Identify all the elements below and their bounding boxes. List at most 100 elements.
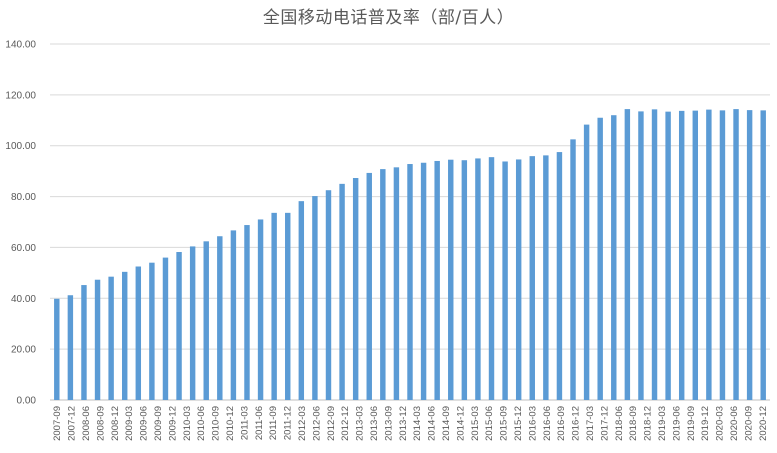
x-tick-label: 2016-12 [571,406,582,441]
x-tick-label: 2010-03 [182,406,193,441]
x-tick-label: 2018-06 [614,406,625,441]
x-tick-label: 2020-12 [758,406,769,441]
bar-2013-06 [352,178,359,400]
bar-2020-06 [733,109,739,401]
x-tick-label: 2011-03 [239,406,250,440]
chart-title: 全国移动电话普及率（部/百人） [262,8,515,28]
x-tick-label: 2017-03 [585,406,596,441]
x-tick-label: 2017-12 [599,406,610,441]
x-tick-label: 2015-09 [499,406,510,441]
x-tick-label: 2019-03 [657,406,668,441]
bar-2010-12 [217,236,223,400]
x-tick-label: 2012-06 [311,406,322,441]
x-tick-label: 2020-03 [715,406,726,441]
bar-2010-06 [189,246,196,400]
x-tick-label: 2018-12 [643,406,654,441]
y-tick-label: 60.00 [11,243,36,254]
x-tick-label: 2012-09 [326,406,337,441]
x-tick-label: 2014-09 [441,406,452,441]
x-tick-label: 2016-03 [527,406,538,441]
x-tick-label: 2008-09 [95,406,106,441]
bar-2017-03 [556,152,563,400]
bar-2011-06 [244,225,250,400]
bar-2019-09 [692,110,698,400]
bar-2012-09 [312,196,318,400]
x-tick-label: 2011-06 [254,406,265,440]
bar-2015-03 [448,159,454,400]
x-tick-label: 2016-06 [542,406,553,441]
bar-2014-09 [420,162,427,400]
bar-2019-06 [678,110,685,401]
bar-2014-03 [393,167,400,400]
x-tick-label: 2008-12 [110,406,121,441]
bar-2019-03 [665,111,671,400]
x-tick-label: 2015-12 [513,406,524,441]
y-tick-label: 20.00 [11,345,36,356]
bar-2018-03 [611,115,617,400]
bar-2010-09 [203,241,209,400]
bar-2018-12 [651,109,658,400]
x-tick-label: 2007-12 [67,406,78,441]
x-tick-label: 2009-06 [139,406,150,441]
bar-2016-06 [515,159,522,400]
x-tick-label: 2007-09 [52,406,63,441]
bar-2015-09 [475,158,481,400]
bar-2008-09 [94,279,101,400]
x-tick-label: 2014-06 [427,406,438,441]
bar-2016-09 [529,156,535,400]
bar-2019-12 [706,109,712,400]
y-tick-label: 80.00 [11,192,36,203]
bar-2020-09 [746,110,753,400]
bar-2018-09 [638,111,644,400]
bar-2009-12 [162,257,169,400]
bar-2017-09 [583,124,590,400]
x-tick-label: 2013-12 [398,406,409,441]
bar-2012-03 [285,212,291,400]
bar-2012-06 [298,201,305,400]
bar-2015-12 [488,157,495,400]
bar-2020-12 [760,110,766,401]
bar-2016-12 [543,155,549,400]
bar-2013-03 [339,183,345,400]
bar-2010-03 [176,252,182,400]
bar-2013-09 [366,172,372,400]
bar-2007-12 [67,295,74,400]
x-tick-label: 2012-03 [297,406,308,441]
x-tick-label: 2010-09 [211,406,222,441]
bar-2020-03 [719,110,726,401]
x-tick-label: 2012-12 [340,406,351,441]
y-tick-label: 120.00 [5,90,36,101]
bar-2018-06 [624,109,631,401]
bar-2013-12 [380,169,386,400]
bar-2007-09 [54,298,60,400]
x-tick-label: 2019-06 [671,406,682,441]
x-tick-label: 2014-03 [412,406,423,441]
bar-2011-03 [230,230,237,400]
bar-2008-06 [81,285,87,400]
x-tick-label: 2010-12 [225,406,236,441]
bar-2014-12 [434,160,440,400]
y-tick-label: 140.00 [5,40,36,51]
x-tick-label: 2020-09 [743,406,754,441]
bar-2011-09 [257,219,264,400]
x-tick-label: 2019-12 [700,406,711,441]
x-tick-label: 2018-09 [628,406,639,441]
y-tick-label: 100.00 [5,141,36,152]
x-tick-label: 2020-06 [729,406,740,441]
bar-2009-06 [135,266,142,400]
y-tick-label: 0.00 [17,396,37,407]
bar-2017-06 [570,139,576,400]
bar-2017-12 [597,117,603,400]
x-tick-label: 2015-06 [484,406,495,441]
x-tick-label: 2011-09 [268,406,279,440]
x-tick-label: 2019-09 [686,406,697,441]
bar-2014-06 [407,164,413,400]
x-tick-label: 2011-12 [283,406,294,440]
x-tick-label: 2010-06 [196,406,207,441]
x-tick-label: 2008-06 [81,406,92,441]
x-tick-label: 2009-12 [167,406,178,441]
bar-2012-12 [325,190,332,400]
x-tick-label: 2009-03 [124,406,135,441]
